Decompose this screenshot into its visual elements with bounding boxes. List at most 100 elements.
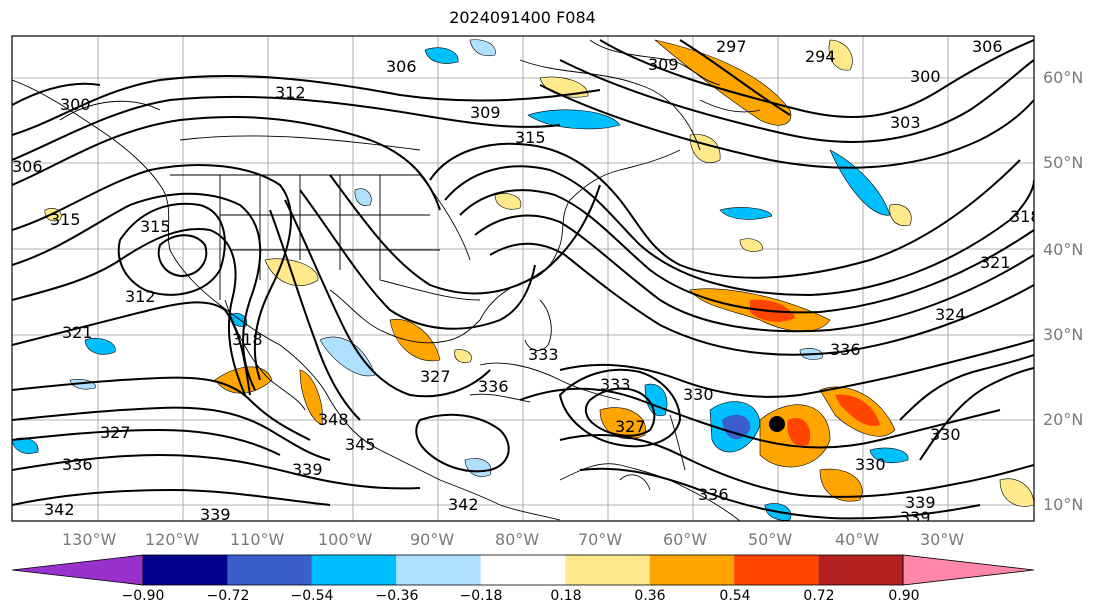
contour-label: 327 (100, 423, 131, 442)
contour-line (284, 199, 491, 398)
contour-label: 315 (50, 210, 81, 229)
warm-anomaly-area (299, 369, 323, 426)
colorbar-tick-label: −0.36 (376, 588, 419, 604)
contour-line (519, 387, 1001, 449)
contour-line (12, 95, 561, 161)
contour-line (474, 214, 1034, 333)
colorbar-tick-label: −0.18 (460, 588, 503, 604)
contour-line (539, 84, 1034, 169)
coastline (12, 79, 561, 521)
contour-label: 321 (980, 253, 1011, 272)
lon-label: 120°W (145, 530, 200, 549)
contour-label: 312 (125, 287, 156, 306)
contour-line (12, 228, 246, 396)
colorbar-segment (480, 555, 566, 585)
colorbar-segment (734, 555, 819, 585)
colorbar-segment (311, 555, 397, 585)
cold-anomaly-area (84, 338, 116, 355)
contour-label: 306 (386, 57, 417, 76)
map-title: 2024091400 F084 (449, 8, 596, 27)
warm-anomaly-area (454, 349, 472, 363)
contour-label: 342 (448, 495, 479, 514)
lon-label: 100°W (318, 530, 373, 549)
colorbar-tick-label: −0.72 (207, 588, 250, 604)
coastline (329, 289, 481, 344)
contour-label: 339 (200, 505, 231, 524)
contour-label: 300 (60, 95, 91, 114)
contour-label: 318 (1010, 207, 1041, 226)
contour-line (559, 59, 1034, 143)
cold-anomaly-area (354, 188, 372, 206)
contour-label: 303 (890, 113, 921, 132)
cold-anomaly-area (722, 414, 751, 440)
lon-label: 90°W (410, 530, 454, 549)
colorbar-segment (143, 555, 228, 585)
map-content: 306 312 309 315 297 294 309 306 300 303 … (12, 36, 1041, 527)
colorbar-outline (142, 554, 904, 586)
contour-line (299, 189, 536, 330)
contour-label: 297 (716, 37, 747, 56)
colorbar-segment (396, 555, 481, 585)
warm-anomaly-area (819, 468, 863, 502)
lat-label: 30°N (1043, 325, 1083, 344)
contour-line (12, 406, 331, 461)
contour-label: 306 (12, 157, 43, 176)
contour-label: 315 (515, 128, 546, 147)
colorbar-tick-label: −0.90 (122, 588, 165, 604)
warm-anomaly-area (889, 204, 912, 226)
cold-anomaly-area (424, 47, 459, 64)
contour-label: 342 (44, 500, 75, 519)
lat-label: 50°N (1043, 153, 1083, 172)
warm-anomaly-area (494, 193, 522, 210)
height-contours (12, 39, 1034, 520)
contour-line (559, 434, 1034, 498)
contour-label: 327 (615, 417, 646, 436)
contour-label: 312 (275, 83, 306, 102)
coastline (479, 362, 621, 401)
contour-label: 339 (900, 508, 931, 527)
lon-label: 130°W (62, 530, 117, 549)
warm-anomaly-area (599, 407, 646, 440)
warm-anomaly-area (654, 39, 792, 126)
contour-line (919, 367, 1034, 461)
contour-line (459, 189, 1034, 314)
lon-label: 80°W (495, 530, 539, 549)
contour-line (558, 368, 682, 448)
colorbar-segment (649, 555, 735, 585)
contour-line (429, 142, 1021, 279)
latitude-labels: 10°N 20°N 30°N 40°N 50°N 60°N (1043, 68, 1083, 514)
cold-anomaly-area (469, 39, 496, 57)
contour-label: 327 (420, 367, 451, 386)
coastline (59, 100, 161, 121)
colorbar-tick-label: 0.90 (888, 588, 919, 604)
colorbar-segment (902, 554, 1035, 586)
contour-line (117, 202, 226, 296)
cold-anomaly-area (869, 447, 909, 463)
coastline (589, 39, 721, 86)
contour-line (12, 453, 421, 490)
lon-label: 40°W (835, 530, 879, 549)
contour-label: 315 (140, 217, 171, 236)
contour-label: 321 (62, 323, 93, 342)
contour-label: 345 (345, 435, 376, 454)
contour-line (12, 488, 331, 506)
storm-position-marker (769, 416, 785, 432)
map-frame (11, 35, 1035, 522)
contour-line (12, 115, 441, 211)
lat-label: 40°N (1043, 240, 1083, 259)
contour-line (599, 39, 1034, 119)
contour-line (415, 413, 510, 473)
contour-label: 348 (318, 410, 349, 429)
colorbar-tick-label: −0.54 (291, 588, 334, 604)
contour-label: 333 (600, 375, 631, 394)
lat-label: 10°N (1043, 495, 1083, 514)
contour-line (12, 192, 262, 391)
contour-label: 309 (470, 103, 501, 122)
coastline (699, 99, 761, 113)
coastline (669, 414, 686, 471)
colorbar-segment (818, 555, 903, 585)
contour-line (679, 39, 791, 116)
contour-line (12, 428, 281, 456)
contour-line (12, 376, 311, 441)
longitude-labels: 130°W 120°W 110°W 100°W 90°W 80°W 70°W 6… (62, 530, 964, 549)
